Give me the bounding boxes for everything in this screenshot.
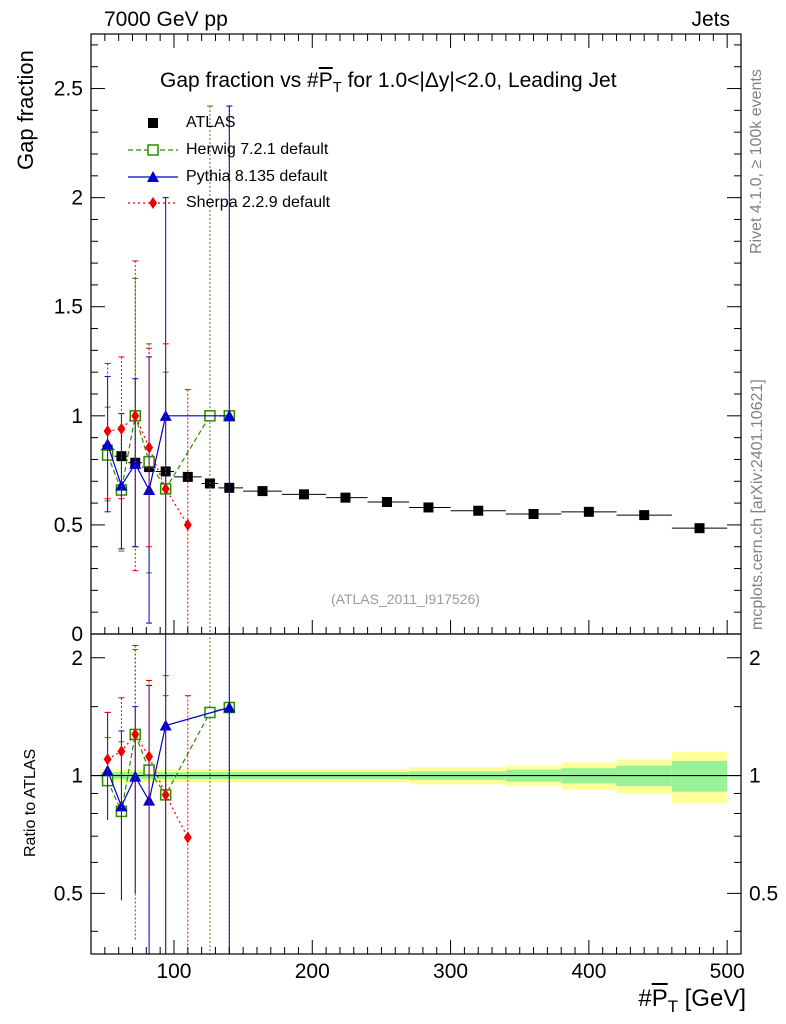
y-axis-label-ratio: Ratio to ATLAS [22,748,39,857]
ytick-label-0.5: 0.5 [54,514,83,537]
ytick-label-1: 1 [71,405,83,428]
panel-frames [90,33,742,955]
atlas-point-5 [182,471,193,482]
chart-title: Gap fraction vs #PT for 1.0<|Δy|<2.0, Le… [160,69,617,96]
rtick-label-r-1: 1 [749,765,761,788]
pythia-line [107,415,230,492]
x-axis-label: #PT [GeV] [638,985,746,1017]
pythia-point-2 [129,457,142,469]
title-pt: P [318,69,333,92]
pythia-ratio-line [107,706,230,808]
xlabel-prefix: # [638,985,652,1012]
rtick-label-l-1: 1 [71,765,83,788]
legend-marker-herwig [147,144,159,156]
atlas-point-12 [423,502,434,513]
atlas-point-9 [298,489,309,500]
analysis-reference-label: (ATLAS_2011_I917526) [331,591,480,607]
legend-marker-sherpa [149,197,157,209]
xtick-label-200: 200 [295,960,330,983]
xtick-label-100: 100 [156,960,191,983]
sherpa-point-4 [161,482,170,495]
atlas-point-13 [473,505,484,516]
sherpa-point-0 [103,425,112,438]
xlabel-pt: P [651,985,668,1012]
rtick-label-r-0.5: 0.5 [749,882,778,905]
atlas-point-16 [639,510,650,521]
legend-label-herwig: Herwig 7.2.1 default [186,141,329,158]
rtick-label-r-2: 2 [749,647,761,670]
sherpa-ratio-point-5 [183,831,192,844]
pythia-point-5 [223,409,236,421]
rtick-label-l-0.5: 0.5 [54,882,83,905]
top-panel-series [100,105,728,634]
legend-label-atlas: ATLAS [186,114,236,131]
pythia-ratio-point-5 [223,701,236,713]
sherpa-point-1 [117,422,126,435]
header-right: Jets [691,8,730,31]
title-suffix: for 1.0<|Δy|<2.0, Leading Jet [341,69,617,92]
ytick-label-0: 0 [71,623,83,646]
xtick-label-300: 300 [433,960,468,983]
ytick-label-2.5: 2.5 [54,78,83,101]
ratio-panel-series [101,634,236,954]
xlabel-suffix: [GeV] [677,985,746,1012]
mcplots-reference-note: mcplots.cern.ch [arXiv:2401.10621] [749,379,766,630]
pythia-ratio-point-3 [143,794,156,806]
title-sub: T [332,80,342,97]
sherpa-ratio-point-0 [103,753,112,766]
xlabel-sub: T [667,996,678,1016]
legend-label-pythia: Pythia 8.135 default [186,168,328,185]
legend-marker-pythia [147,171,159,182]
sherpa-point-2 [131,409,140,422]
y-axis-label-top: Gap fraction [13,50,38,170]
atlas-point-10 [340,492,351,503]
atlas-point-14 [528,509,539,519]
legend-marker-atlas [148,118,158,128]
sherpa-point-3 [145,441,154,454]
xtick-label-500: 500 [710,960,745,983]
axis-ticks: 100 200 300 400 500 0 0.5 1 1.5 2 2.5 0.5 0.5 1 1 2 2 [54,34,778,983]
sherpa-ratio-point-3 [145,750,154,763]
atlas-point-8 [257,486,268,497]
legend-label-sherpa: Sherpa 2.2.9 default [186,194,331,211]
ytick-label-2: 2 [71,187,83,210]
header-left: 7000 GeV pp [104,8,228,31]
ytick-label-1.5: 1.5 [54,296,83,319]
band-inner-8 [671,760,728,792]
rivet-version-note: Rivet 4.1.0, ≥ 100k events [748,69,765,254]
sherpa-ratio-line [107,733,189,838]
pythia-point-4 [159,409,172,421]
atlas-point-15 [583,506,594,517]
legend-markers [128,118,178,209]
sherpa-ratio-point-1 [117,745,126,758]
sherpa-ratio-point-4 [161,788,170,801]
sherpa-ratio-point-2 [131,728,140,741]
atlas-point-11 [381,497,392,507]
xtick-label-400: 400 [571,960,606,983]
sherpa-point-5 [183,518,192,531]
ratio-panel-frame [90,633,742,955]
atlas-point-17 [694,523,705,534]
pythia-ratio-point-2 [129,770,142,782]
mc-uncertainty-band [100,751,728,804]
rtick-label-l-2: 2 [71,647,83,670]
title-prefix: Gap fraction vs # [160,69,319,92]
